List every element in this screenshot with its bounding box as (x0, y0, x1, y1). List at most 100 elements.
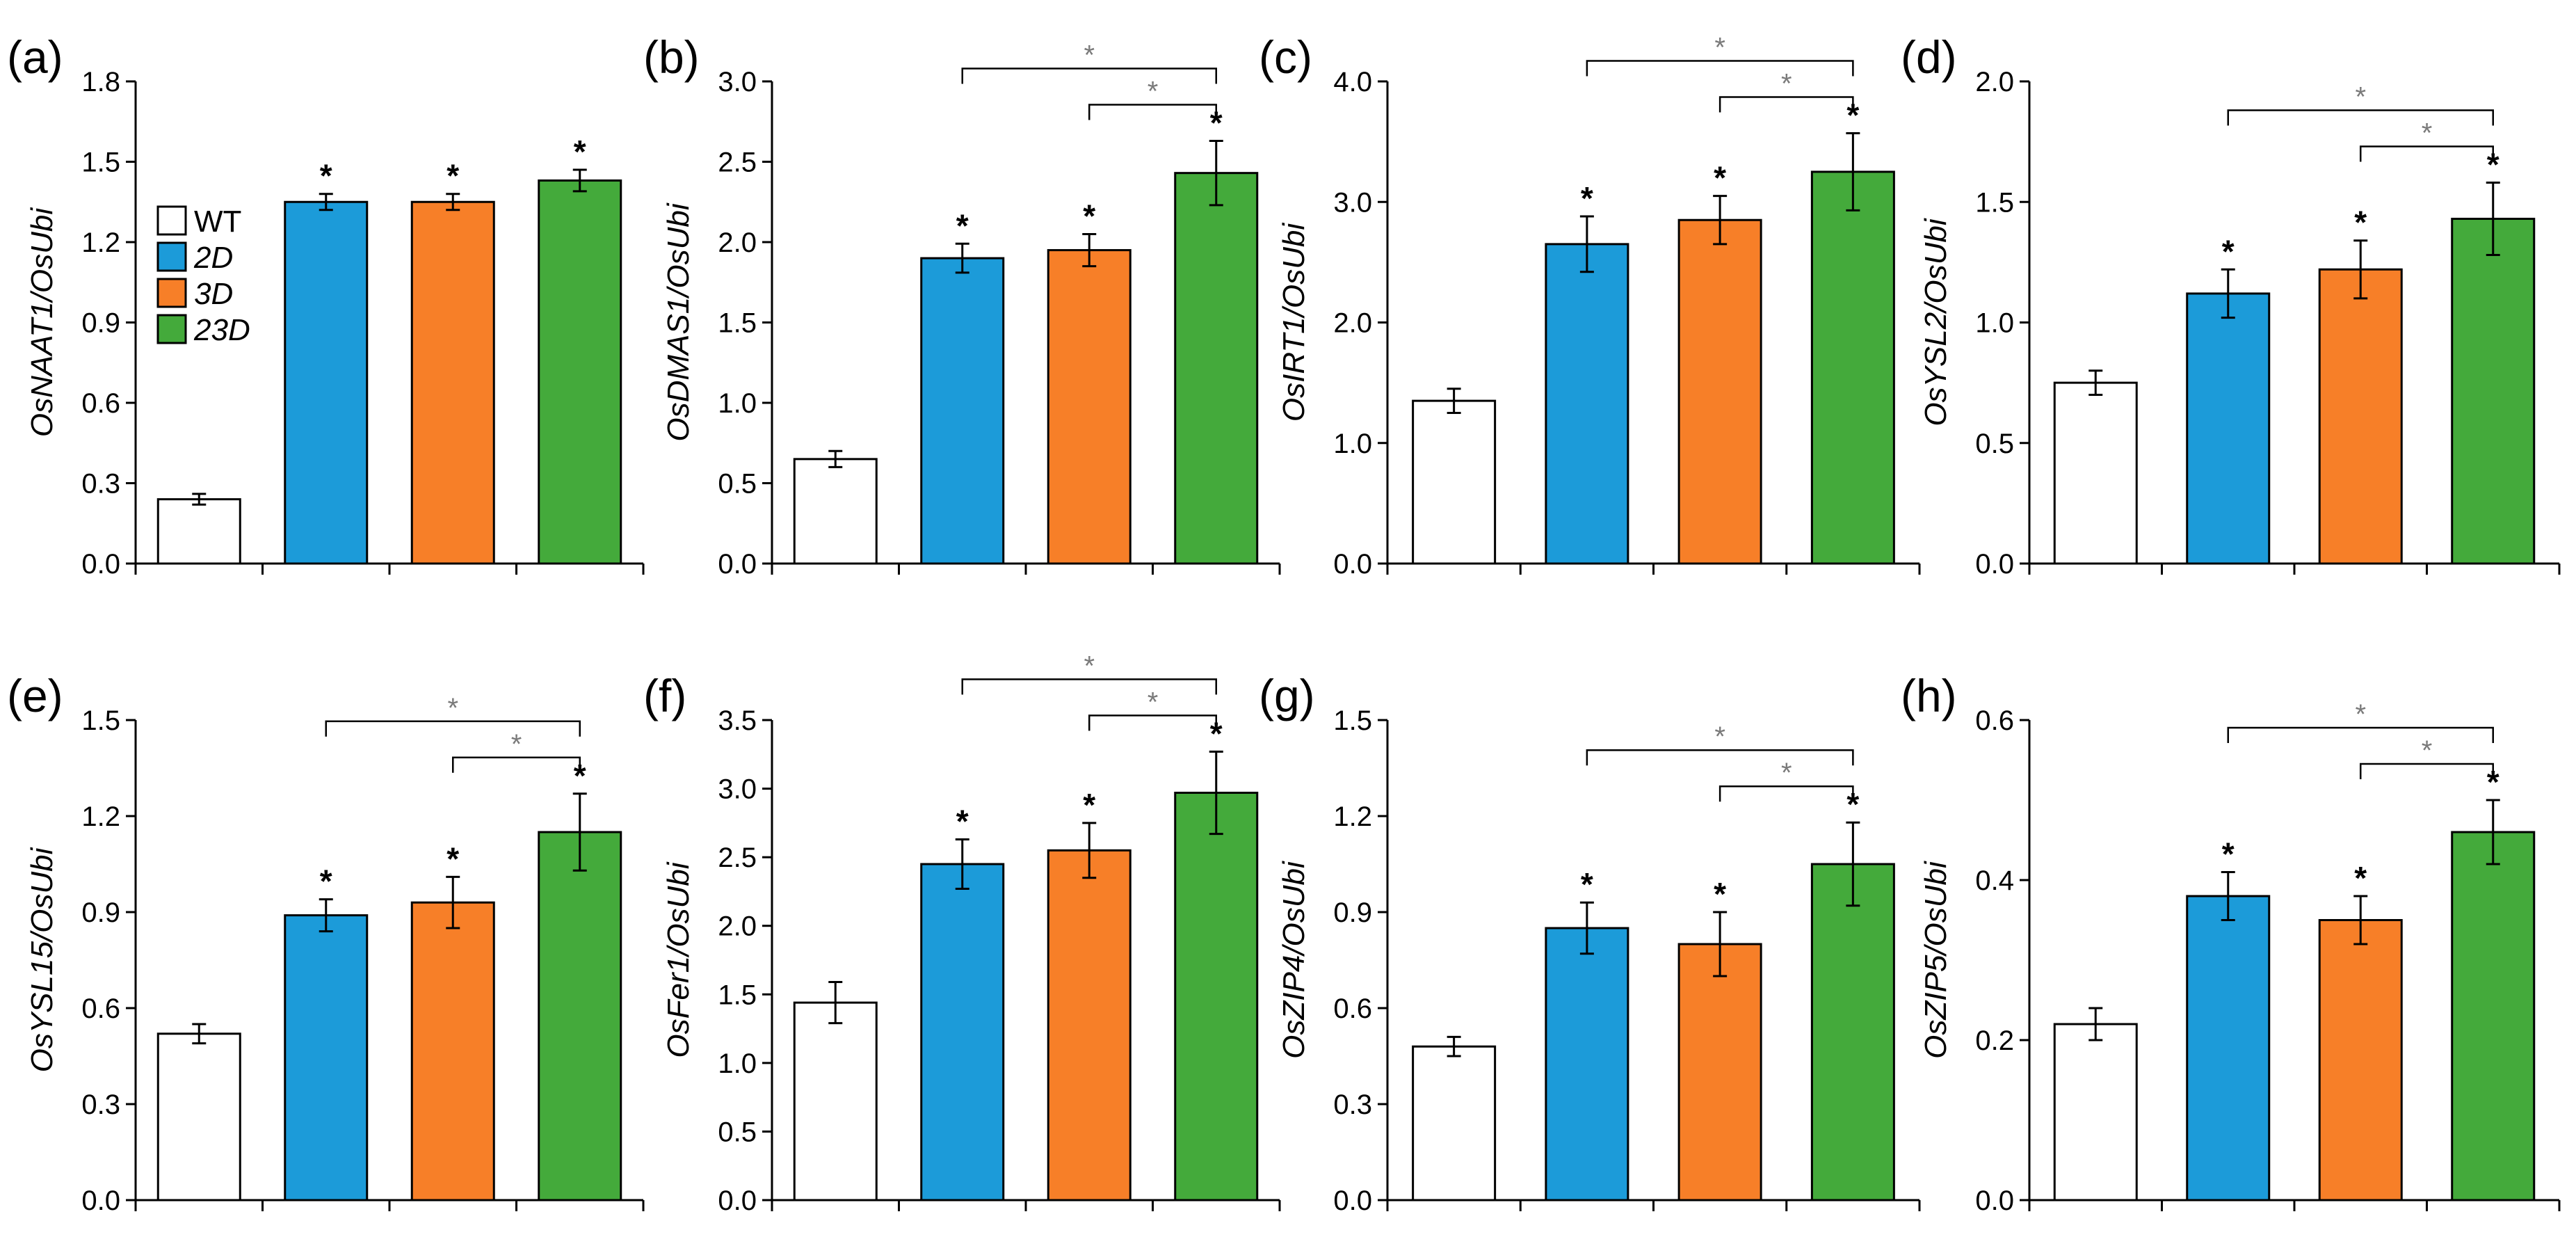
y-tick-label: 0.0 (81, 1186, 120, 1216)
y-tick-label: 1.0 (1975, 308, 2014, 339)
y-tick-label: 0.6 (81, 993, 120, 1024)
chart-panel-c: (c) OsIRT1/OsUbi 0.0 1.0 2.0 3.0 4.0 * * * * * (1259, 31, 1921, 580)
bracket-star: * (1714, 32, 1725, 63)
chart-panel-h: (h) OsZIP5/OsUbi 0.0 0.2 0.4 0.6 * * * * * (1901, 670, 2561, 1216)
y-tick-label: 2.0 (1975, 67, 2014, 97)
bar-wt (2053, 381, 2138, 565)
significance-star: * (2354, 860, 2367, 896)
chart-panel-d: (d) OsYSL2/OsUbi 0.0 0.5 1.0 1.5 2.0 * * * * * (1901, 31, 2561, 580)
significance-star: * (1714, 160, 1726, 196)
chart-panel-f: (f) OsFer1/OsUbi 0.0 0.5 1.0 1.5 2.0 2.5 3.0 3.5 *… (643, 651, 1281, 1216)
y-tick-label: 1.5 (718, 980, 757, 1010)
y-tick-label: 1.2 (1333, 801, 1372, 832)
y-tick-label: 2.0 (718, 228, 757, 258)
bar-3d (410, 901, 495, 1202)
y-tick-label: 1.5 (81, 147, 120, 178)
bracket-star: * (2422, 118, 2433, 149)
y-tick-label: 0.9 (81, 308, 120, 339)
y-tick-label: 2.5 (718, 843, 757, 873)
bracket-star: * (2422, 735, 2433, 766)
comparison-bracket (452, 756, 581, 773)
significance-star: * (1846, 97, 1859, 133)
comparison-bracket (1088, 104, 1217, 120)
significance-star: * (2222, 233, 2235, 269)
comparison-bracket (961, 678, 1217, 695)
y-tick-label: 0.5 (1975, 429, 2014, 459)
significance-star: * (320, 863, 332, 900)
y-tick-label: 4.0 (1333, 67, 1372, 97)
bracket-star: * (1084, 40, 1095, 70)
bracket-star: * (1148, 76, 1159, 106)
bracket-star: * (1781, 758, 1792, 788)
comparison-bracket (1718, 785, 1854, 802)
bar-2d (1545, 927, 1629, 1202)
y-axis-label: OsIRT1/OsUbi (1277, 223, 1311, 422)
y-axis-label: OsZIP5/OsUbi (1919, 861, 1953, 1059)
y-tick-label: 0.3 (81, 469, 120, 500)
significance-star: * (1581, 180, 1593, 216)
comparison-bracket (1718, 96, 1854, 113)
panel-letter: (c) (1259, 31, 1312, 83)
panel-letter: (e) (7, 670, 63, 721)
y-tick-label: 1.0 (1333, 429, 1372, 459)
chart-panel-g: (g) OsZIP4/OsUbi 0.0 0.3 0.6 0.9 1.2 1.5 * * * * * (1259, 670, 1921, 1216)
y-tick-label: 0.6 (1975, 705, 2014, 736)
y-tick-label: 0.6 (1333, 993, 1372, 1024)
comparison-bracket (961, 67, 1217, 84)
bracket-star: * (511, 729, 522, 760)
bar-3d (2318, 268, 2403, 565)
y-axis-label: OsFer1/OsUbi (661, 861, 695, 1058)
significance-star: * (1714, 876, 1726, 912)
significance-star: * (1846, 786, 1859, 822)
significance-star: * (574, 758, 586, 794)
bar-23d (538, 831, 622, 1202)
bar-wt (2053, 1023, 2138, 1202)
panel-letter: (a) (7, 31, 63, 83)
bar-2d (284, 200, 369, 565)
significance-star: * (446, 158, 459, 194)
significance-star: * (2354, 205, 2367, 241)
bar-2d (2186, 895, 2271, 1202)
significance-star: * (1210, 715, 1223, 751)
y-tick-label: 3.5 (718, 705, 757, 736)
panel-letter: (b) (643, 31, 700, 83)
y-tick-label: 0.0 (718, 549, 757, 580)
y-axis-label: OsDMAS1/OsUbi (661, 202, 695, 442)
comparison-bracket (1088, 715, 1217, 731)
y-tick-label: 0.0 (1975, 1186, 2014, 1216)
bracket-star: * (1781, 68, 1792, 99)
chart-panel-e: (e) OsYSL15/OsUbi 0.0 0.3 0.6 0.9 1.2 1.5 * * * * * (7, 670, 645, 1216)
y-axis-label: OsZIP4/OsUbi (1277, 861, 1311, 1059)
bar-3d (1047, 249, 1132, 565)
bar-wt (156, 1032, 241, 1202)
y-tick-label: 1.5 (1333, 705, 1372, 736)
y-axis-label: OsYSL15/OsUbi (25, 847, 59, 1072)
panel-letter: (h) (1901, 670, 1957, 721)
bar-wt (1412, 1045, 1497, 1202)
comparison-bracket (325, 720, 581, 737)
significance-star: * (956, 804, 969, 840)
legend-label: 3D (194, 277, 233, 311)
bar-23d (1174, 791, 1259, 1202)
bar-23d (538, 179, 622, 565)
y-tick-label: 0.9 (81, 897, 120, 928)
y-tick-label: 0.5 (718, 469, 757, 500)
y-tick-label: 0.6 (81, 388, 120, 419)
y-tick-label: 0.9 (1333, 897, 1372, 928)
significance-star: * (1210, 104, 1223, 141)
bar-wt (1412, 399, 1497, 565)
chart-panel-b: (b) OsDMAS1/OsUbi 0.0 0.5 1.0 1.5 2.0 2.5 3.0 * * *… (643, 31, 1281, 580)
comparison-bracket (2227, 109, 2494, 126)
y-tick-label: 0.0 (1975, 549, 2014, 580)
y-tick-label: 1.0 (718, 388, 757, 419)
y-tick-label: 0.2 (1975, 1025, 2014, 1056)
significance-star: * (2487, 764, 2499, 800)
panel-letter: (d) (1901, 31, 1957, 83)
bracket-star: * (2355, 699, 2366, 730)
bar-3d (1677, 943, 1762, 1202)
y-tick-label: 0.3 (1333, 1090, 1372, 1120)
comparison-bracket (2227, 726, 2494, 743)
bracket-star: * (2355, 82, 2366, 113)
y-tick-label: 3.0 (1333, 187, 1372, 218)
